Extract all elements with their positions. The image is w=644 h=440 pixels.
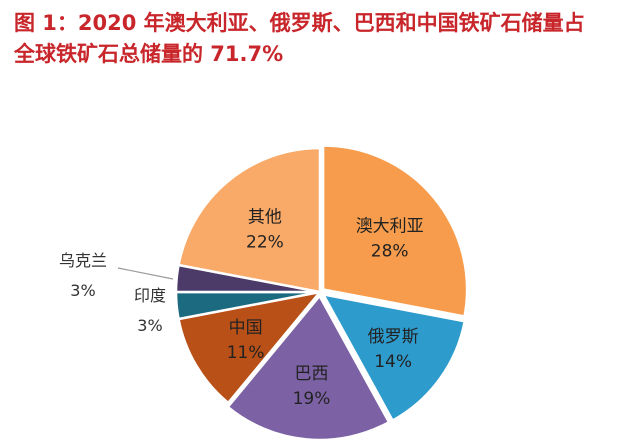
slice-name-label-3: 中国: [229, 318, 263, 338]
slice-name-label-2: 巴西: [295, 364, 329, 384]
pie-slice-6: [177, 146, 322, 294]
slice-name-label-4: 印度: [134, 286, 166, 305]
pie-slice-1: [320, 292, 467, 423]
pie-slice-0: [321, 144, 469, 318]
slice-value-label-2: 19%: [293, 389, 331, 409]
slice-name-label-5: 乌克兰: [59, 251, 107, 270]
chart-title-line-1: 图 1：2020 年澳大利亚、俄罗斯、巴西和中国铁矿石储量占: [14, 11, 585, 35]
pie-slices: [174, 144, 469, 440]
chart-title-line-2: 全球铁矿石总储量的 71.7%: [14, 42, 284, 66]
pie-slice-2: [226, 293, 391, 440]
pie-labels: 澳大利亚 28% 俄罗斯 14% 巴西 19% 中国 11% 印度 3% 乌克兰 3% 其他 22%: [59, 207, 424, 409]
chart-title: 图 1：2020 年澳大利亚、俄罗斯、巴西和中国铁矿石储量占 全球铁矿石总储量的…: [14, 8, 634, 70]
slice-name-label-0: 澳大利亚: [356, 216, 424, 236]
slice-value-label-0: 28%: [371, 241, 409, 261]
slice-value-label-5: 3%: [70, 281, 95, 300]
slice-name-label-1: 俄罗斯: [368, 327, 419, 347]
pie-slice-3: [177, 290, 324, 405]
slice-value-label-4: 3%: [137, 316, 162, 335]
slice-name-label-6: 其他: [248, 207, 282, 227]
slice-value-label-1: 14%: [374, 352, 412, 372]
slice-value-label-6: 22%: [246, 232, 284, 252]
leader-line-5: [117, 267, 174, 280]
slice-value-label-3: 11%: [227, 343, 265, 363]
